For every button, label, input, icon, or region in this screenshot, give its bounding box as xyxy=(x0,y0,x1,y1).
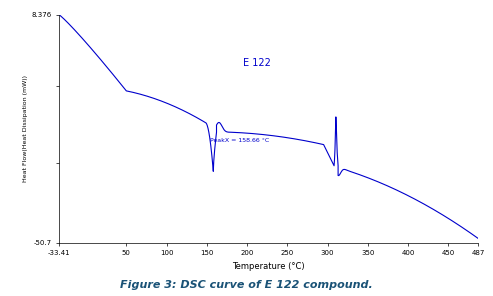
Text: E 122: E 122 xyxy=(243,58,271,68)
Y-axis label: Heat Flow(Heat Dissipation (mW)): Heat Flow(Heat Dissipation (mW)) xyxy=(24,75,29,182)
Text: PeakX = 158.66 °C: PeakX = 158.66 °C xyxy=(210,138,269,143)
Text: Figure 3: DSC curve of E 122 compound.: Figure 3: DSC curve of E 122 compound. xyxy=(120,280,373,290)
X-axis label: Temperature (°C): Temperature (°C) xyxy=(232,262,305,271)
